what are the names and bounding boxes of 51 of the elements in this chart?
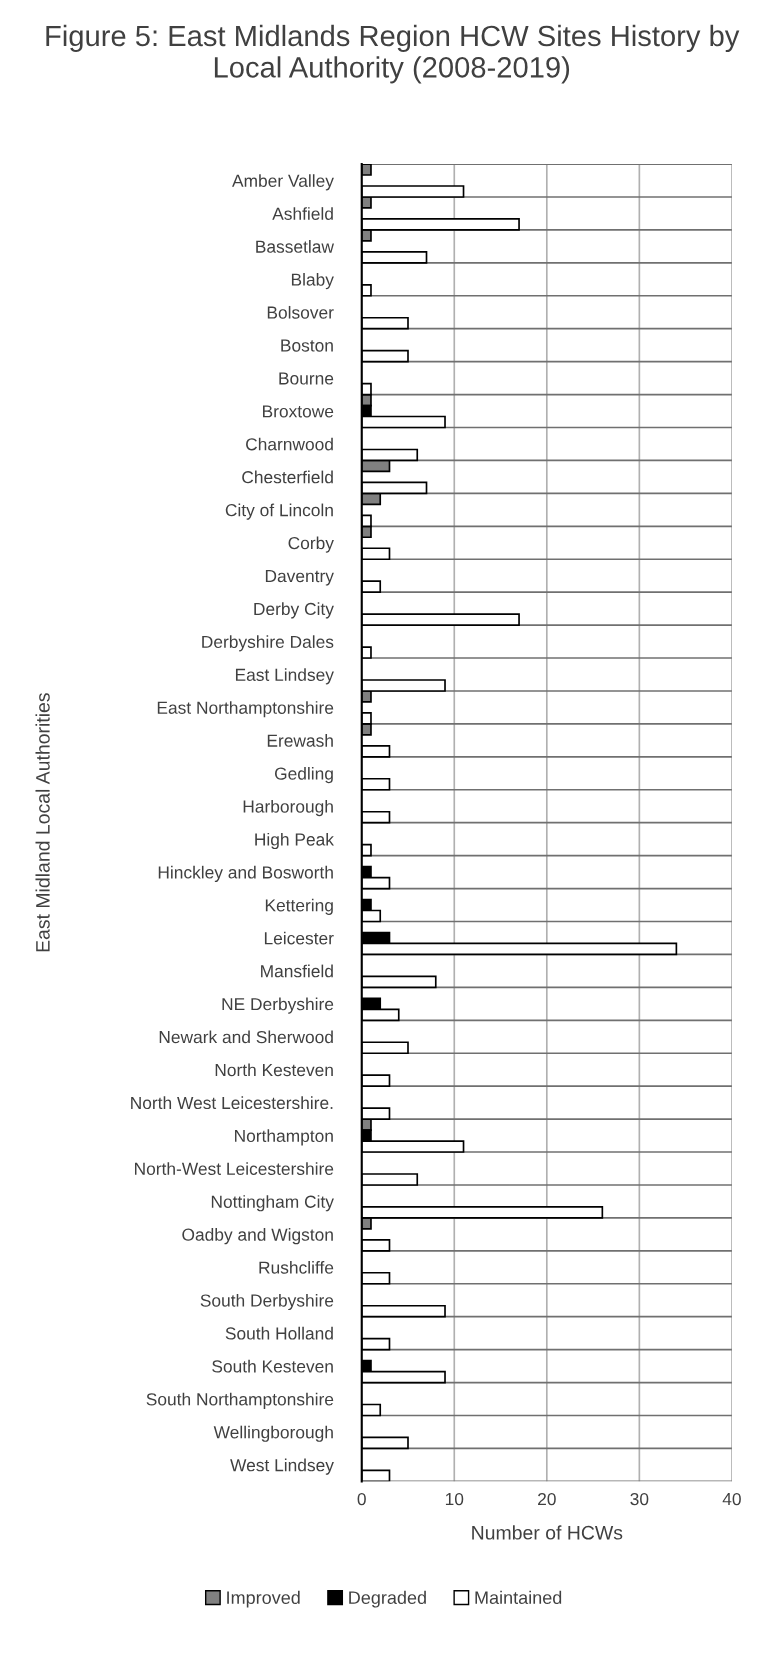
y-tick-label: South Kesteven [212,1359,333,1373]
y-tick-label: Ashfield [272,207,333,220]
y-tick-label: Kettering [265,898,333,915]
legend-label: Improved [227,1590,300,1608]
y-tick-label: Harborough [243,799,333,817]
y-tick-label: Northampton [235,1129,333,1146]
x-tick-label: 30 [630,1492,649,1506]
y-tick-label: Nottingham City [211,1195,334,1212]
y-tick-label: West Lindsey [230,1458,334,1475]
y-tick-label: Daventry [265,570,334,586]
y-tick-label: Charnwood [246,437,333,451]
x-tick-label: 0 [357,1492,366,1506]
y-tick-label: South Northamptonshire [146,1392,334,1409]
x-tick-label: 40 [722,1492,741,1506]
y-tick-label: North-West Leicestershire [135,1162,334,1175]
y-tick-label: NE Derbyshire [222,997,334,1014]
legend-label: Degraded [349,1590,426,1608]
y-tick-label: Broxtowe [263,405,334,418]
y-tick-label: Oadby and Wigston [182,1228,333,1245]
y-tick-label: North Kesteven [215,1063,333,1077]
y-tick-label: East Northamptonshire [157,701,334,718]
y-tick-label: North West Leicestershire. [131,1096,333,1110]
y-tick-label: Corby [288,536,334,553]
y-tick-label: Rushcliffe [259,1261,334,1274]
y-axis-title: East Midland Local Authorities [35,693,50,952]
y-tick-label: Gedling [274,767,333,784]
y-tick-label: Leicester [264,931,334,945]
chart-title: Figure 5: East Midlands Region HCW Sites History by Local Authority (2008-2019) [46,24,740,84]
y-tick-label: South Holland [225,1326,333,1340]
y-tick-label: Wellingborough [213,1425,333,1442]
y-tick-label: Amber Valley [232,174,334,191]
y-tick-label: Derby City [254,602,334,619]
y-tick-label: Bassetlaw [256,240,334,253]
y-tick-label: Mansfield [261,964,333,978]
y-tick-label: East Lindsey [235,668,334,685]
x-tick-label: 10 [445,1492,464,1506]
y-tick-label: Hinckley and Bosworth [158,865,333,882]
y-tick-label: Erewash [267,734,333,747]
y-tick-label: Newark and Sherwood [159,1030,333,1044]
x-axis-title: Number of HCWs [472,1525,623,1540]
y-tick-label: Bolsover [267,305,334,319]
y-tick-label: Blaby [291,273,334,290]
legend-label: Maintained [475,1590,562,1605]
x-tick-label: 20 [538,1492,556,1506]
y-tick-label: High Peak [255,832,334,850]
y-tick-label: Boston [281,339,333,352]
y-tick-label: Derbyshire Dales [202,635,334,652]
y-tick-label: Chesterfield [242,470,333,484]
y-tick-label: South Derbyshire [200,1293,334,1311]
y-tick-label: City of Lincoln [225,503,333,520]
y-tick-label: Bourne [279,372,334,385]
